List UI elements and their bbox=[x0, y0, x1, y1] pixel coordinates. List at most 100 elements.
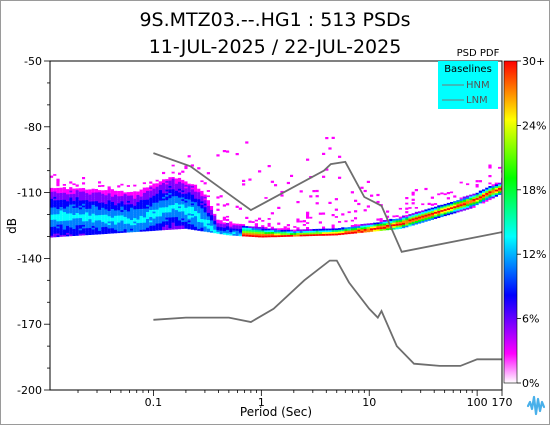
pdf-cell bbox=[222, 232, 226, 235]
pdf-cell bbox=[376, 222, 380, 225]
pdf-cell bbox=[75, 214, 79, 217]
pdf-cell bbox=[251, 229, 255, 232]
pdf-cell bbox=[117, 209, 121, 213]
pdf-cell bbox=[216, 224, 220, 227]
pdf-cell bbox=[107, 221, 111, 224]
pdf-cell bbox=[187, 214, 191, 217]
pdf-cell bbox=[120, 204, 124, 207]
pdf-cell bbox=[136, 189, 140, 192]
pdf-cell bbox=[363, 211, 367, 214]
pdf-cell bbox=[203, 220, 207, 223]
pdf-cell bbox=[165, 219, 169, 222]
pdf-cell bbox=[149, 202, 153, 205]
pdf-cell bbox=[85, 217, 89, 220]
pdf-cell bbox=[88, 192, 92, 195]
pdf-cell bbox=[59, 203, 63, 206]
pdf-cell bbox=[475, 180, 479, 183]
pdf-cell bbox=[85, 206, 89, 209]
pdf-cell bbox=[421, 211, 425, 214]
pdf-cell bbox=[386, 222, 390, 225]
pdf-cell bbox=[232, 223, 236, 226]
pdf-cell bbox=[248, 210, 252, 213]
pdf-cell bbox=[325, 187, 329, 190]
pdf-cell bbox=[405, 197, 409, 200]
pdf-cell bbox=[66, 183, 70, 186]
pdf-cell bbox=[478, 181, 482, 185]
pdf-cell bbox=[82, 219, 86, 222]
pdf-cell bbox=[62, 232, 66, 235]
pdf-cell bbox=[190, 210, 194, 213]
pdf-cell bbox=[91, 213, 95, 216]
pdf-cell bbox=[312, 219, 316, 222]
pdf-cell bbox=[56, 210, 60, 213]
pdf-cell bbox=[69, 198, 73, 202]
pdf-cell bbox=[62, 197, 66, 200]
pdf-cell bbox=[248, 224, 252, 227]
pdf-cell bbox=[94, 211, 98, 214]
pdf-cell bbox=[155, 195, 159, 198]
pdf-cell bbox=[456, 208, 460, 211]
pdf-cell bbox=[139, 217, 143, 220]
pdf-cell bbox=[238, 188, 242, 191]
pdf-cell bbox=[82, 187, 86, 190]
pdf-cell bbox=[152, 195, 156, 198]
pdf-cell bbox=[254, 228, 258, 231]
pdf-cell bbox=[456, 199, 460, 202]
pdf-cell bbox=[398, 225, 402, 228]
pdf-cell bbox=[238, 156, 242, 159]
pdf-cell bbox=[78, 201, 82, 204]
pdf-cell bbox=[200, 195, 204, 198]
pdf-cell bbox=[82, 192, 86, 195]
pdf-cell bbox=[197, 228, 201, 231]
pdf-cell bbox=[165, 194, 169, 197]
pdf-cell bbox=[120, 200, 124, 204]
pdf-cell bbox=[178, 198, 182, 202]
pdf-cell bbox=[341, 213, 345, 216]
pdf-cell bbox=[158, 217, 162, 220]
pdf-cell bbox=[149, 216, 153, 219]
pdf-cell bbox=[82, 201, 86, 204]
pdf-cell bbox=[232, 231, 236, 234]
pdf-cell bbox=[82, 208, 86, 211]
pdf-cell bbox=[82, 205, 86, 208]
pdf-cell bbox=[62, 183, 66, 186]
pdf-cell bbox=[171, 199, 175, 202]
pdf-cell bbox=[158, 223, 162, 226]
pdf-cell bbox=[123, 191, 127, 195]
pdf-cell bbox=[114, 178, 118, 181]
pdf-cell bbox=[446, 213, 450, 216]
pdf-cell bbox=[59, 222, 63, 225]
pdf-cell bbox=[293, 232, 297, 235]
pdf-cell bbox=[459, 190, 463, 193]
pdf-cell bbox=[459, 197, 463, 200]
pdf-cell bbox=[306, 228, 310, 231]
pdf-cell bbox=[312, 225, 316, 228]
pdf-cell bbox=[334, 233, 338, 236]
pdf-cell bbox=[72, 212, 76, 215]
pdf-cell bbox=[56, 178, 60, 181]
pdf-cell bbox=[142, 180, 146, 183]
pdf-cell bbox=[414, 192, 418, 195]
pdf-cell bbox=[158, 203, 162, 206]
pdf-cell bbox=[78, 203, 82, 206]
pdf-cell bbox=[475, 194, 479, 197]
pdf-cell bbox=[171, 188, 175, 191]
pdf-cell bbox=[299, 157, 303, 160]
pdf-cell bbox=[258, 233, 262, 236]
pdf-cell bbox=[469, 187, 473, 190]
pdf-cell bbox=[312, 228, 316, 231]
pdf-cell bbox=[85, 190, 89, 194]
pdf-cell bbox=[110, 229, 114, 232]
pdf-cell bbox=[270, 180, 274, 183]
pdf-cell bbox=[453, 209, 457, 212]
pdf-cell bbox=[178, 214, 182, 217]
pdf-cell bbox=[488, 192, 492, 195]
pdf-cell bbox=[107, 201, 111, 204]
pdf-cell bbox=[338, 217, 342, 220]
pdf-cell bbox=[456, 183, 460, 187]
pdf-cell bbox=[405, 202, 409, 205]
pdf-cell bbox=[168, 166, 172, 169]
pdf-cell bbox=[402, 210, 406, 213]
pdf-cell bbox=[395, 202, 399, 205]
